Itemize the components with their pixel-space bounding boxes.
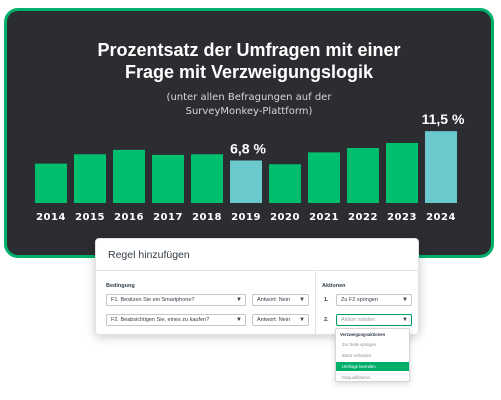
action-1-select[interactable]: Zu F2 springen ▼ xyxy=(336,294,412,306)
x-tick-label-2017: 2017 xyxy=(153,212,183,223)
x-tick-label-2015: 2015 xyxy=(75,212,105,223)
condition-header: Bedingung xyxy=(106,283,135,289)
caret-down-icon: ▼ xyxy=(402,297,408,303)
action-2-select[interactable]: Aktion wählen ▼ xyxy=(336,314,412,326)
bar-2019 xyxy=(230,160,262,203)
bar-2017 xyxy=(152,154,184,203)
condition-2-question-select[interactable]: F2. Beabsichtigen Sie, eines zu kaufen? … xyxy=(106,314,246,326)
dropdown-option-disqualify[interactable]: Disqualifizieren xyxy=(342,375,371,380)
x-tick-label-2014: 2014 xyxy=(36,212,66,223)
x-tick-label-2019: 2019 xyxy=(231,212,261,223)
select-placeholder: Aktion wählen xyxy=(341,317,376,323)
bar-2024 xyxy=(425,131,457,203)
caret-down-icon: ▼ xyxy=(236,317,242,323)
x-tick-label-2021: 2021 xyxy=(309,212,339,223)
bar-2020 xyxy=(269,164,301,203)
dropdown-option-jump-to-page[interactable]: Zur Seite springen xyxy=(342,342,377,347)
caret-down-icon: ▼ xyxy=(299,297,305,303)
bar-2021 xyxy=(308,152,340,203)
condition-2-answer-select[interactable]: Antwort: Nein ▼ xyxy=(252,314,309,326)
bar-2014 xyxy=(35,163,67,203)
chart-card: Prozentsatz der Umfragen mit einer Frage… xyxy=(4,8,494,258)
bar-2018 xyxy=(191,154,223,203)
divider xyxy=(315,271,316,336)
dropdown-group-header: Verzweigungsaktionen xyxy=(340,332,386,337)
select-value: Zu F2 springen xyxy=(341,297,378,303)
divider xyxy=(96,270,418,271)
actions-header: Aktionen xyxy=(322,283,346,289)
select-value: Antwort: Nein xyxy=(257,317,291,323)
x-tick-label-2016: 2016 xyxy=(114,212,144,223)
x-tick-label-2018: 2018 xyxy=(192,212,222,223)
x-tick-label-2020: 2020 xyxy=(270,212,300,223)
x-tick-label-2024: 2024 xyxy=(426,212,456,223)
condition-1-question-select[interactable]: F1. Besitzen Sie ein Smartphone? ▼ xyxy=(106,294,246,306)
condition-1-answer-select[interactable]: Antwort: Nein ▼ xyxy=(252,294,309,306)
chart-title: Prozentsatz der Umfragen mit einer Frage… xyxy=(97,40,401,82)
dropdown-option-end-survey[interactable]: Umfrage beenden xyxy=(336,362,409,371)
dialog-title: Regel hinzufügen xyxy=(108,249,190,261)
action-1-number: 1. xyxy=(324,297,329,303)
action-2-number: 2. xyxy=(324,317,329,323)
action-dropdown-menu: Verzweigungsaktionen Zur Seite springen … xyxy=(335,328,410,382)
add-rule-dialog: Regel hinzufügen Bedingung Aktionen F1. … xyxy=(95,238,419,336)
bar-chart: 2014 2015 2016 2017 2018 2019 6,8 % 2020 2021 202… xyxy=(35,111,465,223)
x-tick-label-2022: 2022 xyxy=(348,212,378,223)
select-value: Antwort: Nein xyxy=(257,297,291,303)
data-label-2019: 6,8 % xyxy=(230,141,266,157)
chart-subtitle: (unter allen Befragungen auf der SurveyM… xyxy=(166,92,332,117)
data-label-2024: 11,5 % xyxy=(422,111,465,127)
caret-down-icon: ▼ xyxy=(402,317,408,323)
select-value: F1. Besitzen Sie ein Smartphone? xyxy=(111,297,195,303)
caret-down-icon: ▼ xyxy=(236,297,242,303)
bar-2022 xyxy=(347,148,379,203)
caret-down-icon: ▼ xyxy=(299,317,305,323)
bar-2023 xyxy=(386,143,418,203)
bar-2016 xyxy=(113,149,145,203)
bar-2015 xyxy=(74,154,106,203)
dropdown-option-exit-block[interactable]: Block verlassen xyxy=(342,353,372,358)
select-value: F2. Beabsichtigen Sie, eines zu kaufen? xyxy=(111,317,210,323)
x-tick-label-2023: 2023 xyxy=(387,212,417,223)
